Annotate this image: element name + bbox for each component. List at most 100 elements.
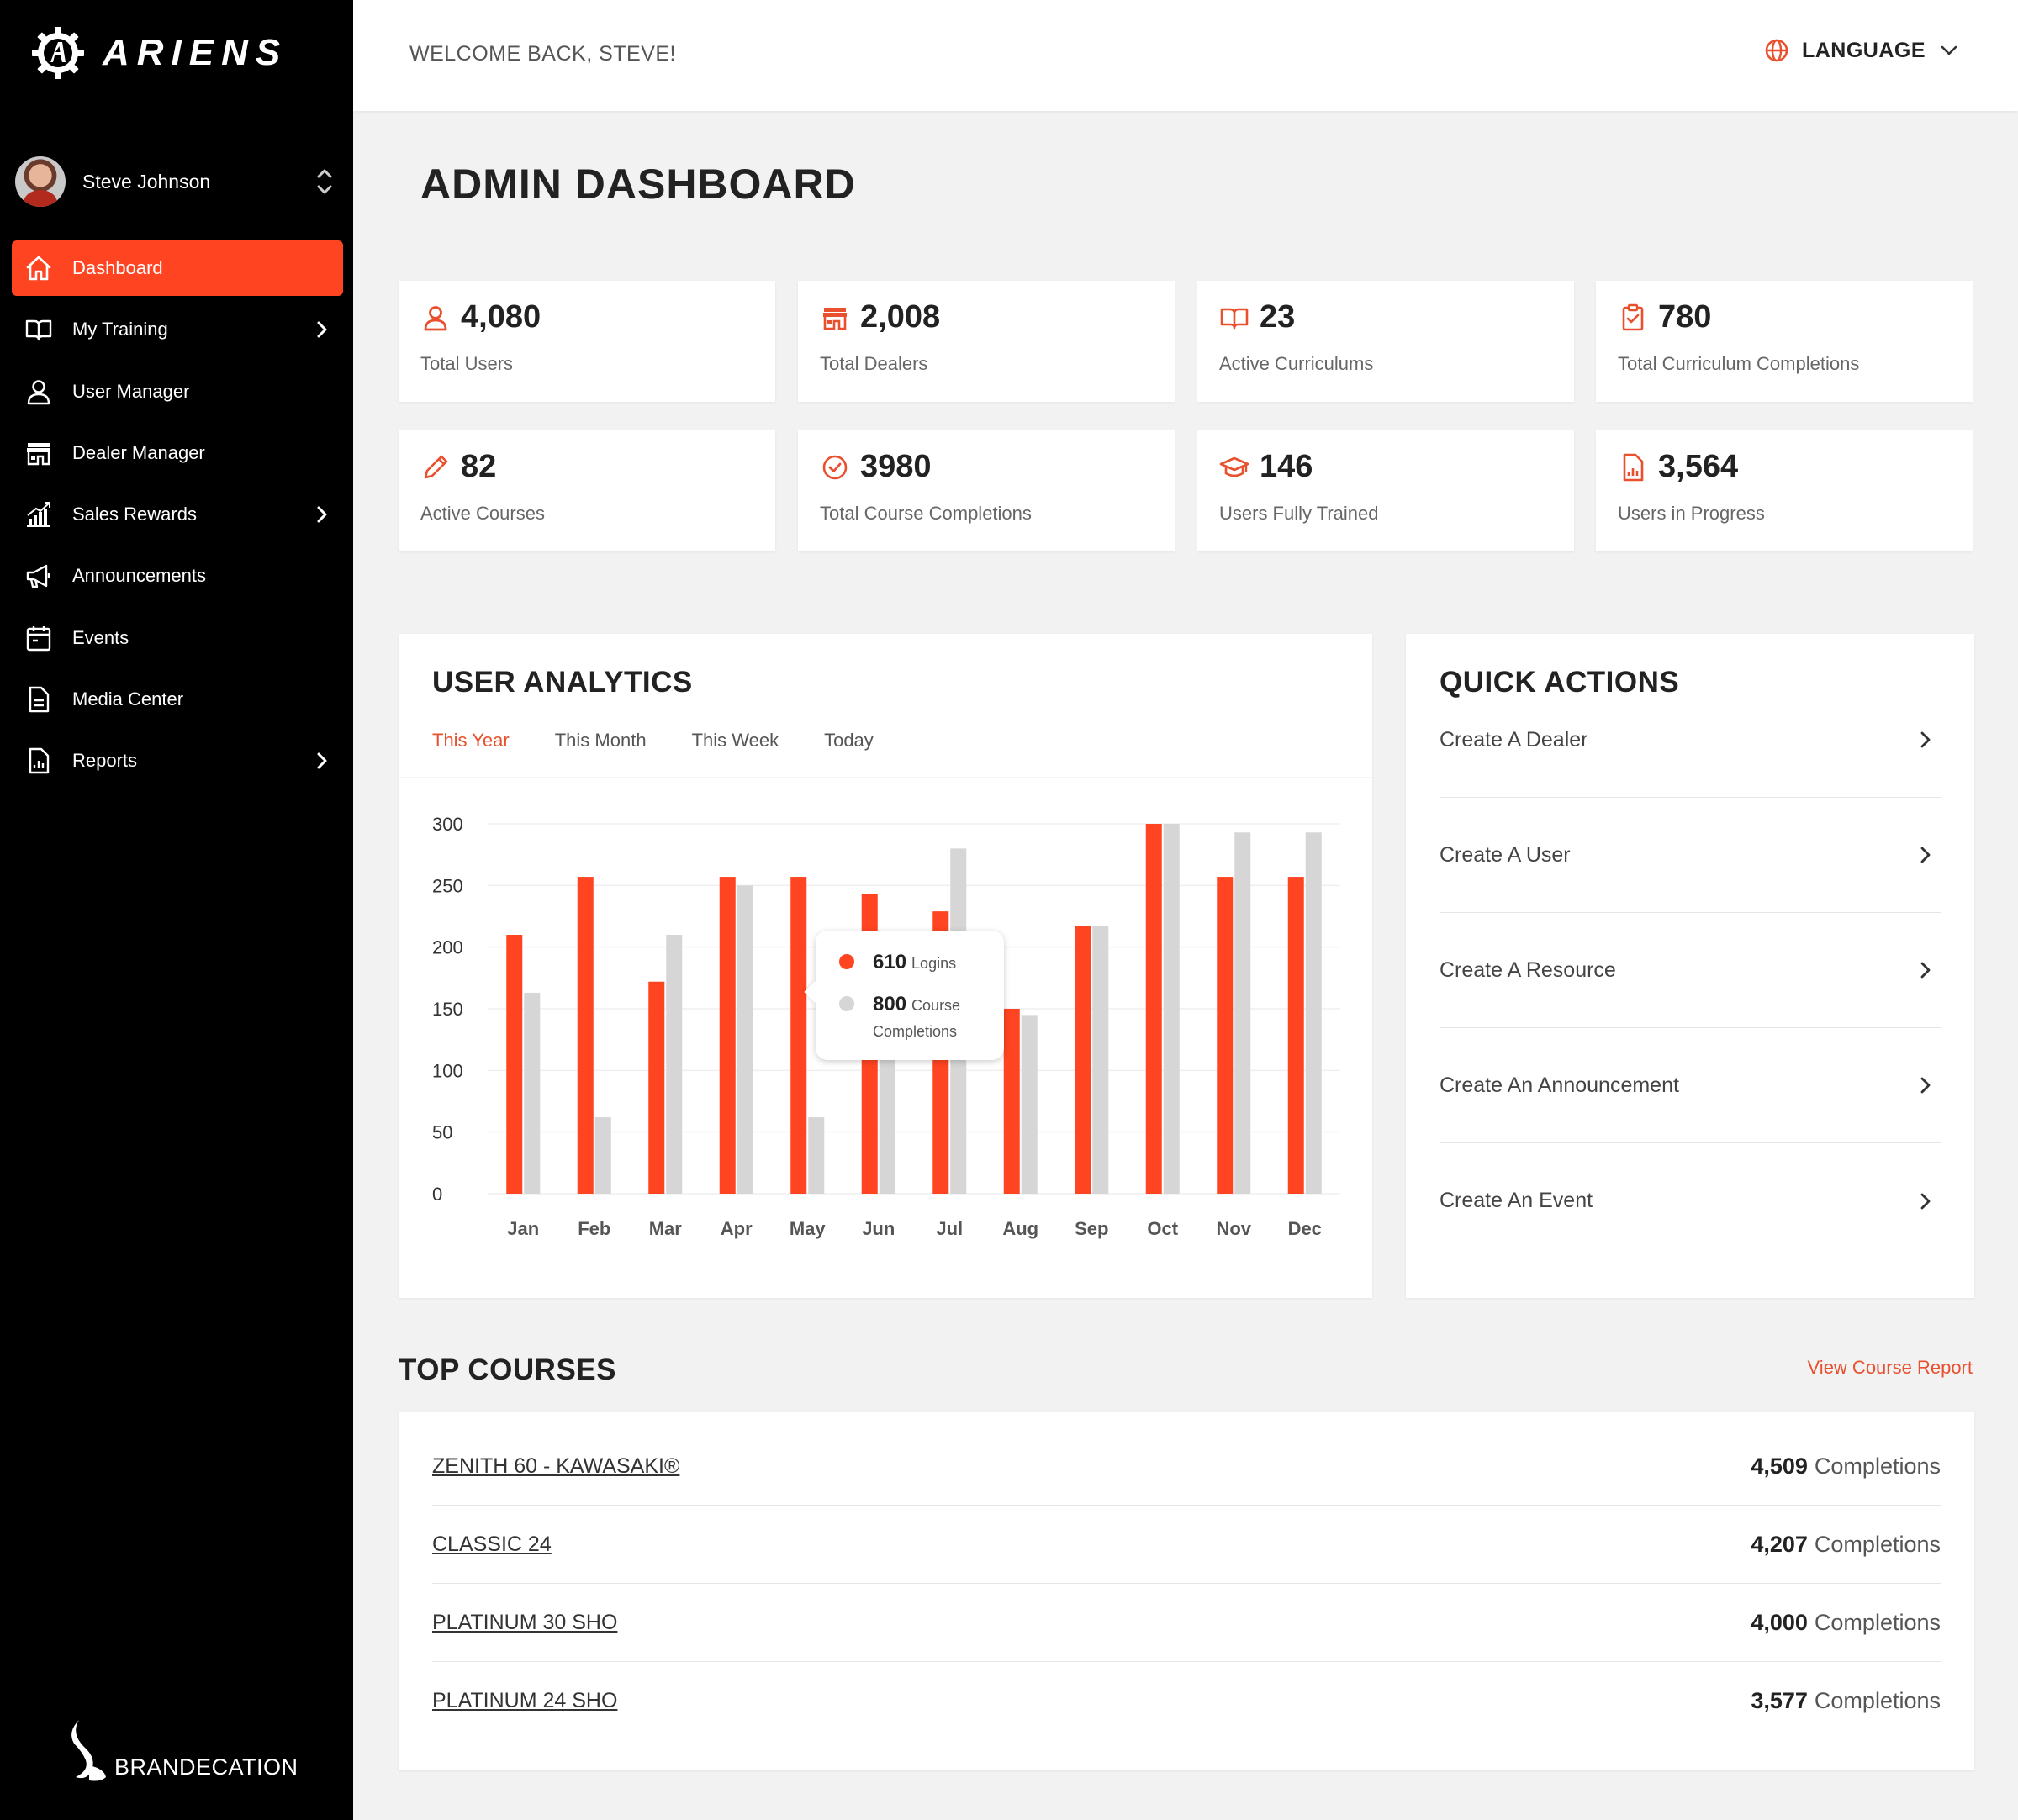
- quick-action-create-user[interactable]: Create A User: [1440, 798, 1941, 913]
- page-title: ADMIN DASHBOARD: [420, 161, 856, 208]
- quick-action-create-resource[interactable]: Create A Resource: [1440, 913, 1941, 1028]
- stat-value: 23: [1260, 299, 1296, 335]
- store-icon: [823, 307, 847, 330]
- stat-card-users-fully-trained: 146 Users Fully Trained: [1197, 430, 1574, 551]
- chevron-down-icon: [1941, 45, 1957, 55]
- course-link[interactable]: CLASSIC 24: [432, 1532, 552, 1556]
- header: WELCOME BACK, STEVE! LANGUAGE: [353, 0, 2018, 111]
- chevron-right-icon: [1920, 962, 1931, 979]
- sidebar-item-events[interactable]: Events: [12, 610, 343, 666]
- course-completion-count: 4,207: [1751, 1531, 1808, 1557]
- chevron-right-icon: [1920, 1077, 1931, 1094]
- y-tick-label: 150: [432, 999, 463, 1020]
- sidebar-item-label: Dealer Manager: [72, 441, 205, 463]
- bar-logins: [648, 981, 665, 1194]
- bar-course-completions: [524, 992, 541, 1194]
- check-circle-icon: [822, 455, 848, 479]
- stat-card-course-completions: 3980 Total Course Completions: [798, 430, 1175, 551]
- tooltip-logins-value: 610: [873, 951, 907, 973]
- home-icon: [24, 253, 54, 283]
- stat-label: Active Courses: [420, 503, 545, 524]
- analytics-tabs: This Year This Month This Week Today: [432, 730, 919, 752]
- stat-card-total-users: 4,080 Total Users: [399, 281, 775, 402]
- stat-card-total-dealers: 2,008 Total Dealers: [798, 281, 1175, 402]
- sidebar-item-user-manager[interactable]: User Manager: [12, 364, 343, 419]
- document-icon: [24, 684, 54, 715]
- completions-label: Completions: [1814, 1453, 1941, 1479]
- bar-logins: [1217, 877, 1234, 1194]
- tab-this-year[interactable]: This Year: [432, 730, 510, 751]
- x-tick-label: Mar: [649, 1218, 683, 1239]
- stat-label: Total Course Completions: [820, 503, 1032, 524]
- view-course-report-link[interactable]: View Course Report: [1807, 1357, 1973, 1378]
- report-icon: [24, 746, 54, 776]
- chevron-right-icon: [1920, 1193, 1931, 1209]
- stat-card-users-in-progress: 3,564 Users in Progress: [1596, 430, 1973, 551]
- course-link[interactable]: ZENITH 60 - KAWASAKI®: [432, 1453, 680, 1478]
- sidebar-item-sales-rewards[interactable]: Sales Rewards: [12, 487, 343, 542]
- user-name: Steve Johnson: [82, 170, 211, 193]
- bar-logins: [506, 935, 523, 1194]
- completions-label: Completions: [1814, 1531, 1941, 1557]
- top-courses-title: TOP COURSES: [399, 1353, 616, 1386]
- quick-actions-title: QUICK ACTIONS: [1440, 666, 1680, 699]
- chevron-right-icon: [317, 506, 327, 523]
- bar-course-completions: [666, 935, 683, 1194]
- course-link[interactable]: PLATINUM 24 SHO: [432, 1689, 618, 1712]
- bar-logins: [1287, 877, 1304, 1194]
- bar-course-completions: [1305, 832, 1322, 1194]
- quick-action-create-announcement[interactable]: Create An Announcement: [1440, 1028, 1941, 1143]
- bar-logins: [790, 877, 807, 1194]
- language-selector[interactable]: LANGUAGE: [1763, 37, 1961, 64]
- bar-course-completions: [808, 1117, 825, 1194]
- chevron-right-icon: [1920, 731, 1931, 748]
- sidebar-item-media-center[interactable]: Media Center: [12, 672, 343, 727]
- quick-action-create-event[interactable]: Create An Event: [1440, 1143, 1941, 1258]
- x-tick-label: Sep: [1075, 1218, 1108, 1239]
- tab-this-month[interactable]: This Month: [554, 730, 647, 751]
- sidebar-item-announcements[interactable]: Announcements: [12, 548, 343, 604]
- quick-action-create-dealer[interactable]: Create A Dealer: [1440, 683, 1941, 798]
- tab-today[interactable]: Today: [824, 730, 874, 751]
- stat-card-curriculum-completions: 780 Total Curriculum Completions: [1596, 281, 1973, 402]
- stat-card-active-courses: 82 Active Courses: [399, 430, 775, 551]
- quick-action-label: Create A Dealer: [1440, 727, 1588, 752]
- graduation-cap-icon: [1219, 456, 1249, 477]
- analytics-title: USER ANALYTICS: [432, 666, 693, 699]
- stat-value: 2,008: [860, 299, 941, 335]
- chevron-up-down-icon: [317, 169, 332, 194]
- y-tick-label: 50: [432, 1122, 452, 1143]
- x-tick-label: May: [790, 1218, 827, 1239]
- bar-course-completions: [1092, 926, 1109, 1194]
- brand-logo[interactable]: ARIENS: [30, 25, 288, 81]
- x-tick-label: Jul: [936, 1218, 963, 1239]
- language-label: LANGUAGE: [1801, 38, 1926, 62]
- sidebar-item-label: My Training: [72, 319, 168, 340]
- clipboard-check-icon: [1622, 303, 1644, 330]
- bar-course-completions: [737, 885, 753, 1194]
- quick-action-label: Create A Resource: [1440, 957, 1616, 982]
- sidebar-item-dealer-manager[interactable]: Dealer Manager: [12, 425, 343, 481]
- sidebar-item-my-training[interactable]: My Training: [12, 302, 343, 357]
- quick-actions-card: QUICK ACTIONS Create A Dealer Create A U…: [1406, 634, 1974, 1298]
- tooltip-completions-label: Course Completions: [873, 997, 961, 1040]
- x-tick-label: Jan: [507, 1218, 539, 1239]
- tab-this-week[interactable]: This Week: [691, 730, 779, 751]
- brandecation-name: BRANDECATION: [114, 1754, 298, 1780]
- stat-label: Total Curriculum Completions: [1618, 353, 1860, 374]
- course-row: PLATINUM 24 SHO 3,577 Completions: [432, 1662, 1941, 1740]
- bar-logins: [1075, 926, 1091, 1194]
- bar-logins: [1003, 1009, 1020, 1194]
- chevron-right-icon: [317, 752, 327, 769]
- avatar: [15, 156, 66, 207]
- user-icon: [24, 377, 54, 407]
- tooltip-completions-value: 800: [873, 993, 907, 1016]
- sidebar-item-label: Sales Rewards: [72, 504, 197, 525]
- sidebar-item-dashboard[interactable]: Dashboard: [12, 240, 343, 296]
- sidebar-item-reports[interactable]: Reports: [12, 733, 343, 789]
- quick-action-label: Create An Event: [1440, 1189, 1593, 1212]
- tooltip-logins-label: Logins: [911, 955, 957, 972]
- course-link[interactable]: PLATINUM 30 SHO: [432, 1610, 618, 1634]
- sidebar-item-label: Reports: [72, 750, 138, 772]
- user-switcher[interactable]: Steve Johnson: [15, 155, 335, 208]
